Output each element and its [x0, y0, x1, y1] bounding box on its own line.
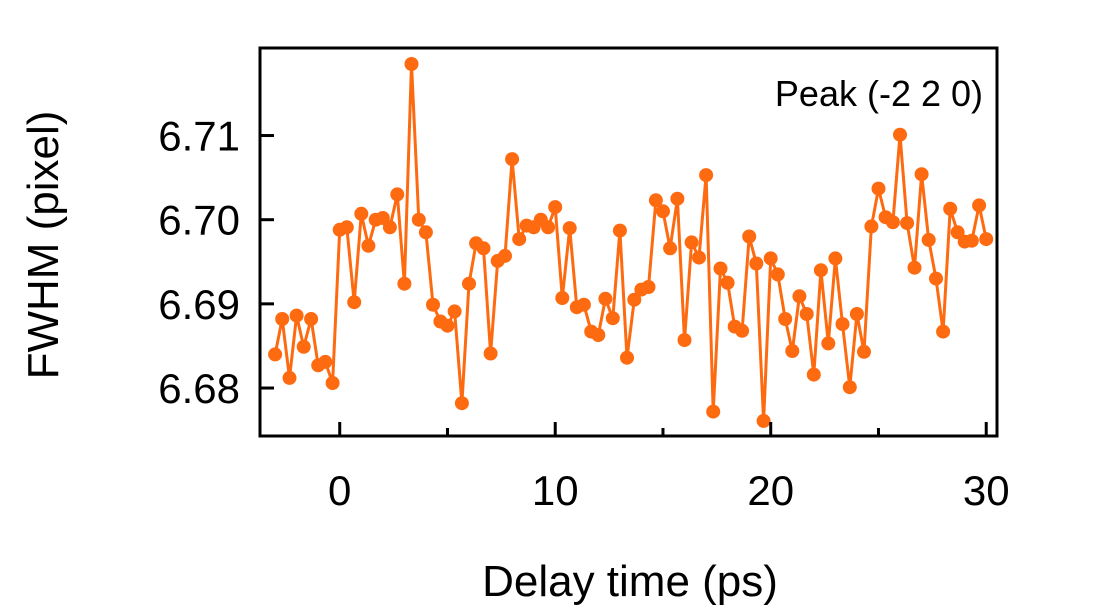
data-point	[857, 344, 871, 359]
data-point	[397, 276, 412, 291]
data-point	[907, 260, 922, 275]
data-point	[404, 57, 419, 71]
data-point	[742, 229, 757, 244]
data-point	[498, 248, 512, 263]
data-point	[411, 212, 426, 227]
data-point	[663, 241, 678, 256]
data-point	[454, 396, 469, 411]
data-point	[706, 404, 721, 419]
data-point	[885, 215, 900, 230]
data-point	[763, 251, 778, 266]
data-point	[268, 347, 283, 362]
data-point	[806, 367, 821, 382]
data-point	[318, 354, 333, 369]
data-point	[900, 216, 915, 231]
data-point	[627, 292, 642, 307]
data-point	[296, 339, 311, 354]
data-point	[842, 380, 857, 395]
data-point	[304, 312, 319, 326]
data-point	[418, 225, 433, 240]
data-point	[893, 127, 907, 142]
data-point	[972, 198, 987, 213]
data-point	[684, 235, 699, 250]
data-point	[770, 267, 785, 282]
x-tick-label: 20	[747, 467, 794, 514]
data-point	[382, 220, 397, 235]
y-tick-label: 6.70	[158, 197, 240, 244]
data-point	[289, 308, 304, 323]
y-tick-label: 6.69	[158, 281, 240, 328]
data-point	[670, 191, 685, 206]
data-point	[828, 251, 843, 266]
x-tick-label: 0	[328, 467, 351, 514]
y-tick-label: 6.71	[158, 113, 240, 160]
data-point	[440, 318, 455, 333]
data-point	[598, 291, 613, 306]
data-point	[541, 220, 556, 235]
data-point	[347, 295, 362, 310]
data-point	[483, 346, 498, 361]
data-point	[835, 317, 850, 332]
y-axis-title: FWHM (pixel)	[19, 111, 68, 380]
data-point	[749, 256, 764, 271]
x-tick-label: 30	[963, 467, 1010, 514]
data-point	[677, 333, 692, 348]
data-point	[512, 232, 527, 247]
data-point	[361, 238, 376, 253]
data-point	[756, 413, 771, 428]
data-point	[921, 232, 936, 247]
data-point	[964, 233, 979, 248]
data-point	[354, 206, 369, 221]
data-point	[447, 304, 462, 319]
data-point	[426, 297, 440, 312]
data-point	[476, 241, 491, 256]
data-point	[641, 280, 656, 294]
data-point	[325, 376, 340, 390]
peak-annotation: Peak (-2 2 0)	[775, 73, 983, 114]
data-point	[929, 271, 943, 286]
data-point	[339, 220, 354, 235]
data-point	[555, 291, 570, 305]
data-point	[813, 263, 828, 278]
series-layer	[268, 57, 994, 428]
x-axis-title: Delay time (ps)	[482, 557, 778, 606]
plot-frame	[258, 46, 999, 438]
ticks-layer: 0 10 20 30 6.68 6.69 6.70 6.71	[158, 113, 1009, 514]
data-point	[914, 167, 929, 182]
data-point	[648, 193, 663, 208]
data-point	[979, 232, 994, 247]
data-point	[936, 324, 951, 339]
data-point	[864, 219, 879, 234]
data-point	[282, 370, 297, 385]
data-point	[778, 312, 793, 326]
data-point	[849, 307, 864, 321]
data-point	[699, 168, 714, 183]
data-point	[871, 181, 886, 196]
data-point	[943, 201, 958, 216]
data-point	[505, 152, 520, 167]
data-point	[799, 307, 814, 321]
data-point	[548, 200, 563, 215]
x-tick-label: 10	[532, 467, 579, 514]
data-point	[720, 275, 735, 290]
data-point	[275, 312, 290, 326]
data-point	[785, 344, 800, 358]
data-point	[656, 204, 670, 219]
data-point	[792, 289, 807, 304]
data-point	[562, 221, 577, 236]
y-tick-label: 6.68	[158, 365, 240, 412]
data-point	[821, 336, 836, 351]
data-point	[713, 261, 728, 276]
data-point	[612, 223, 627, 238]
data-point	[605, 311, 620, 326]
data-point	[620, 350, 634, 365]
series-line	[273, 62, 988, 423]
data-point	[462, 276, 476, 291]
data-point	[390, 187, 405, 202]
data-point	[692, 250, 706, 265]
data-point	[576, 297, 591, 312]
data-point	[735, 323, 750, 338]
data-point	[591, 328, 606, 342]
